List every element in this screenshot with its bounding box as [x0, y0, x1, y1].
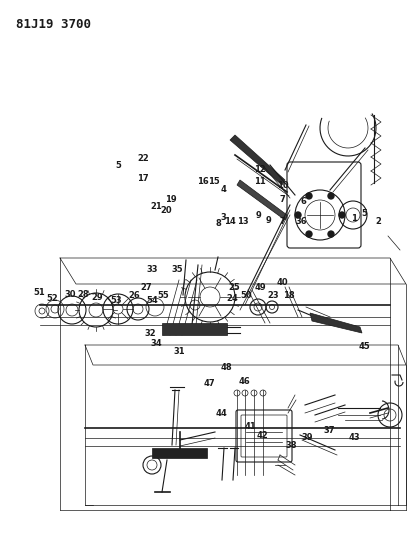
Polygon shape: [230, 135, 285, 185]
Text: 30: 30: [64, 290, 76, 299]
Text: 5: 5: [115, 161, 121, 169]
Text: 20: 20: [160, 206, 172, 215]
Text: 17: 17: [138, 174, 149, 183]
Circle shape: [306, 193, 312, 199]
Text: 51: 51: [33, 288, 45, 296]
Text: 49: 49: [255, 284, 266, 292]
Polygon shape: [237, 180, 287, 220]
Text: 9: 9: [256, 212, 261, 220]
Circle shape: [328, 231, 334, 237]
Text: 40: 40: [277, 278, 289, 287]
Text: 48: 48: [220, 364, 232, 372]
Text: 43: 43: [348, 433, 360, 441]
Text: 5: 5: [361, 209, 367, 217]
Text: 44: 44: [216, 409, 228, 417]
Text: 55: 55: [157, 292, 168, 300]
Text: 8: 8: [215, 220, 221, 228]
Text: 28: 28: [78, 290, 89, 299]
Text: 35: 35: [171, 265, 183, 273]
Text: 21: 21: [151, 203, 162, 211]
Text: 31: 31: [173, 348, 185, 356]
Text: 26: 26: [129, 292, 140, 300]
Text: 38: 38: [285, 441, 297, 449]
Text: 34: 34: [151, 340, 162, 348]
Text: 12: 12: [254, 165, 265, 174]
Text: 39: 39: [302, 433, 313, 441]
Text: 47: 47: [204, 379, 215, 388]
Text: 9: 9: [266, 216, 271, 224]
Text: 7: 7: [280, 217, 286, 225]
Text: 42: 42: [257, 432, 268, 440]
Text: 32: 32: [145, 329, 156, 337]
Text: 22: 22: [138, 155, 149, 163]
Text: 27: 27: [141, 284, 152, 292]
Text: 41: 41: [245, 422, 256, 431]
Text: 3: 3: [220, 213, 226, 222]
Text: 54: 54: [147, 296, 158, 304]
Circle shape: [328, 193, 334, 199]
Text: 13: 13: [237, 217, 248, 225]
Text: 29: 29: [92, 293, 103, 302]
Text: 10: 10: [277, 181, 289, 190]
Text: 15: 15: [208, 177, 219, 185]
Text: 52: 52: [46, 294, 58, 303]
Text: 14: 14: [224, 217, 236, 225]
Text: 16: 16: [197, 177, 208, 185]
Text: 53: 53: [110, 296, 122, 304]
Text: 33: 33: [147, 265, 158, 273]
Text: 18: 18: [283, 292, 295, 300]
Bar: [152, 448, 207, 458]
Text: 1: 1: [351, 214, 357, 223]
Circle shape: [339, 212, 345, 218]
Text: 24: 24: [226, 294, 238, 303]
Text: 45: 45: [359, 342, 370, 351]
Text: 36: 36: [295, 217, 307, 225]
Circle shape: [306, 231, 312, 237]
Text: 7: 7: [280, 196, 286, 204]
Text: 46: 46: [239, 377, 250, 385]
Text: 6: 6: [300, 197, 306, 206]
Polygon shape: [310, 313, 362, 333]
Text: 4: 4: [220, 185, 226, 193]
Text: 11: 11: [254, 177, 265, 185]
Bar: [162, 323, 227, 335]
Circle shape: [295, 212, 301, 218]
Text: 25: 25: [228, 284, 240, 292]
Text: 23: 23: [267, 292, 278, 300]
Text: 81J19 3700: 81J19 3700: [16, 18, 91, 31]
Text: 50: 50: [241, 292, 252, 300]
Text: 2: 2: [376, 217, 381, 225]
Text: 19: 19: [165, 196, 177, 204]
Text: 37: 37: [324, 426, 335, 435]
